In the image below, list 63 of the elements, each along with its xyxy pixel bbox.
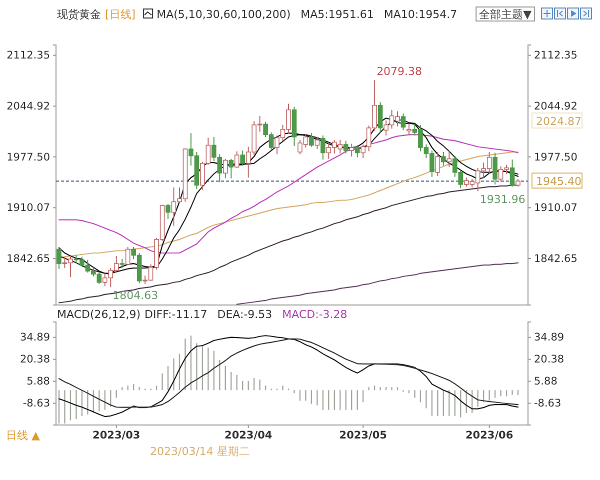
x-tick-label: 2023/04 xyxy=(224,429,272,442)
text: DEA:-9.53 xyxy=(217,308,272,321)
y-tick-label: 1977.50 xyxy=(6,151,50,164)
y-tick-label: 34.89 xyxy=(20,332,50,344)
y2-tick-label: 2044.92 xyxy=(534,100,578,112)
candlestick xyxy=(349,143,354,158)
y-tick-label: 2112.35 xyxy=(6,50,50,62)
line-series xyxy=(58,338,519,408)
chart-title: 现货黄金 xyxy=(57,8,101,21)
text: MA5:1951.61 xyxy=(300,8,374,21)
text: 2023/03/14 星期二 xyxy=(150,445,250,458)
candlestick xyxy=(441,152,446,166)
y2-tick-label: 1910.07 xyxy=(534,202,578,214)
y2-tick-label: 2112.35 xyxy=(534,50,578,62)
annotation: 1931.96 xyxy=(480,193,526,206)
ref-line-label: 1945.40 xyxy=(536,175,582,188)
y-tick-label: 2044.92 xyxy=(6,100,50,112)
candlestick xyxy=(222,158,228,179)
candlestick xyxy=(166,204,170,220)
text: 2024.87 xyxy=(536,115,582,128)
candlestick xyxy=(125,246,130,266)
text: 全部主题▼ xyxy=(479,8,532,21)
candlestick xyxy=(120,258,125,269)
text: 日线 ▲ xyxy=(6,429,40,442)
candlestick xyxy=(510,159,515,188)
y-tick-label: 1842.65 xyxy=(6,252,50,265)
line-series xyxy=(236,262,519,305)
candlestick xyxy=(492,152,498,185)
text: MA10:1954.7 xyxy=(384,8,458,21)
candlestick xyxy=(435,152,440,177)
y2-tick-label: 1977.50 xyxy=(534,151,578,164)
candlestick xyxy=(320,134,326,160)
y-tick-label: -8.63 xyxy=(22,398,50,410)
text: MA(5,10,30,60,100,200) xyxy=(156,8,291,21)
candlestick xyxy=(240,150,245,166)
x-tick-label: 2023/05 xyxy=(339,429,387,442)
y-tick-label: 1910.07 xyxy=(6,202,50,214)
candlestick xyxy=(354,144,360,158)
y-tick-label: 20.38 xyxy=(20,354,50,366)
line-series xyxy=(58,335,519,418)
y2-tick-label: 34.89 xyxy=(534,332,564,344)
candlestick xyxy=(228,158,234,179)
text: DIFF:-11.17 xyxy=(144,308,208,321)
annotation: 1804.63 xyxy=(112,289,158,302)
candlestick xyxy=(309,132,314,148)
candlestick xyxy=(446,150,452,168)
y2-tick-label: 20.38 xyxy=(534,354,564,366)
chart-subtitle: [日线] xyxy=(105,8,136,21)
candlestick xyxy=(406,122,412,136)
y2-tick-label: -8.63 xyxy=(534,398,562,410)
y2-tick-label: 5.88 xyxy=(534,376,558,388)
x-tick-label: 2023/03 xyxy=(92,429,140,442)
chart-title: MACD(26,12,9) xyxy=(57,308,141,321)
candlestick xyxy=(343,140,348,154)
y-tick-label: 5.88 xyxy=(26,376,50,388)
candlestick xyxy=(400,113,406,131)
candlestick xyxy=(314,136,320,150)
candlestick xyxy=(378,102,383,133)
candlestick xyxy=(234,150,240,168)
text: MACD:-3.28 xyxy=(282,308,348,321)
y2-tick-label: 1842.65 xyxy=(534,252,578,265)
x-tick-label: 2023/06 xyxy=(465,429,514,442)
annotation: 2079.38 xyxy=(376,65,422,78)
